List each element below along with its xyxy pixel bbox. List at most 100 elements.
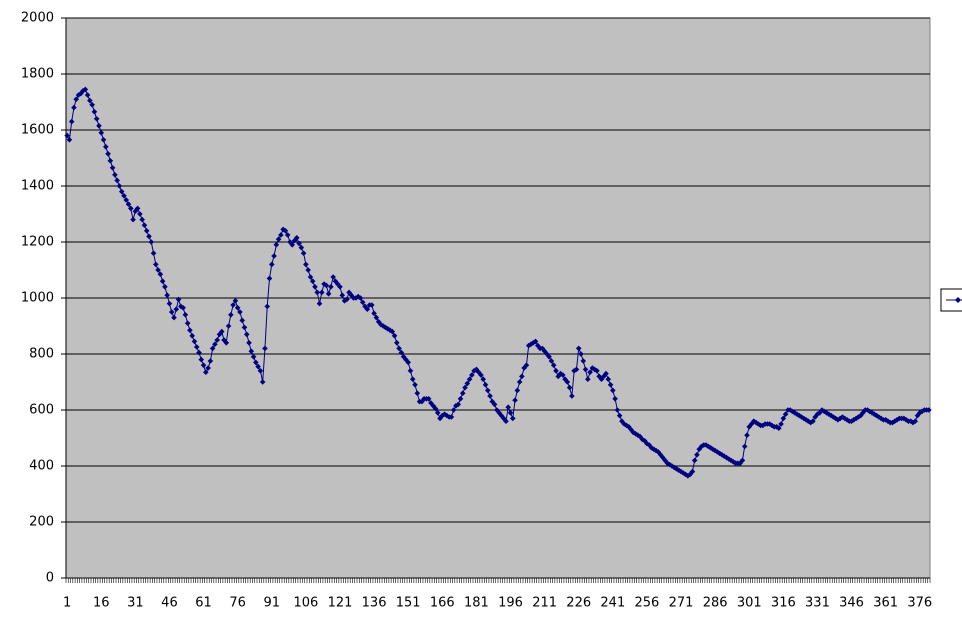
data-point: [694, 452, 700, 458]
data-point: [382, 324, 389, 331]
data-point: [471, 368, 477, 374]
data-point: [357, 295, 364, 301]
data-point: [696, 446, 703, 452]
data-point: [507, 410, 514, 416]
data-point: [262, 345, 268, 352]
data-point: [496, 410, 502, 416]
data-point: [237, 309, 243, 315]
data-point: [707, 445, 714, 451]
data-point: [125, 201, 132, 207]
data-point: [728, 457, 734, 464]
data-point: [130, 216, 136, 223]
x-tick-label: 361: [873, 596, 898, 611]
y-tick-label: 2000: [21, 11, 54, 26]
data-point: [228, 312, 234, 318]
data-point: [519, 373, 525, 380]
data-point: [364, 306, 371, 312]
data-point: [71, 104, 77, 111]
data-point: [148, 239, 155, 245]
data-point: [532, 338, 539, 345]
data-point: [134, 205, 141, 212]
x-tick-label: 241: [600, 596, 625, 611]
data-point: [184, 320, 191, 326]
data-point: [430, 403, 436, 409]
x-tick-label: 151: [396, 596, 421, 611]
data-point: [578, 351, 584, 357]
data-point: [598, 376, 605, 382]
data-point: [271, 253, 277, 259]
data-point: [205, 365, 211, 371]
data-point: [212, 341, 218, 347]
x-tick-label: 256: [635, 596, 660, 611]
data-point: [68, 118, 75, 125]
data-point: [137, 211, 143, 217]
data-point: [250, 354, 257, 360]
data-point: [309, 278, 316, 284]
data-point: [512, 397, 518, 403]
data-point: [466, 376, 473, 382]
data-point: [462, 384, 468, 391]
data-point: [166, 300, 173, 307]
data-point: [891, 418, 898, 424]
data-point: [803, 417, 809, 423]
data-point: [189, 333, 195, 339]
data-point: [371, 310, 377, 317]
data-point: [191, 338, 198, 345]
data-point: [625, 424, 632, 430]
x-tick-label: 181: [464, 596, 489, 611]
data-point: [673, 466, 680, 472]
data-point: [725, 456, 732, 462]
data-point: [516, 379, 523, 385]
data-point: [128, 205, 134, 212]
data-point: [889, 419, 896, 426]
data-point: [196, 349, 202, 356]
x-tick-label: 346: [839, 596, 864, 611]
data-point: [107, 158, 114, 164]
data-point: [391, 333, 398, 339]
data-point: [307, 274, 314, 280]
data-point: [782, 411, 789, 417]
x-tick-label: 376: [907, 596, 932, 611]
data-point: [498, 412, 505, 419]
data-point: [255, 363, 261, 370]
data-point: [844, 417, 850, 423]
data-point: [816, 410, 823, 416]
data-point: [225, 323, 232, 329]
data-point: [607, 382, 614, 388]
data-point: [580, 358, 587, 364]
x-tick-label: 1: [63, 596, 71, 611]
x-tick-label: 31: [127, 596, 144, 611]
data-point: [434, 410, 441, 416]
data-point: [407, 368, 414, 374]
data-point: [596, 373, 602, 380]
data-point: [912, 418, 919, 424]
data-point: [253, 359, 259, 366]
data-point: [444, 412, 450, 419]
data-point: [241, 324, 248, 331]
data-point: [523, 362, 530, 368]
data-point: [682, 471, 689, 478]
data-point: [198, 356, 205, 363]
data-point: [610, 387, 616, 394]
y-tick-label: 1000: [21, 291, 54, 306]
data-point: [776, 425, 782, 431]
data-point: [826, 411, 832, 417]
y-tick-label: 1800: [21, 67, 54, 82]
data-point: [455, 401, 462, 408]
data-point: [703, 442, 709, 448]
data-point: [132, 208, 139, 214]
data-point: [414, 390, 421, 396]
x-tick-label: 16: [93, 596, 110, 611]
data-point: [139, 216, 145, 223]
data-point: [432, 405, 439, 412]
data-point: [805, 418, 812, 424]
data-point: [914, 412, 921, 419]
data-point: [175, 296, 182, 303]
data-point: [100, 137, 107, 143]
data-point: [168, 309, 175, 315]
data-point: [412, 382, 418, 388]
data-point: [123, 197, 130, 203]
data-point: [926, 407, 932, 413]
y-tick-label: 1600: [21, 123, 54, 138]
